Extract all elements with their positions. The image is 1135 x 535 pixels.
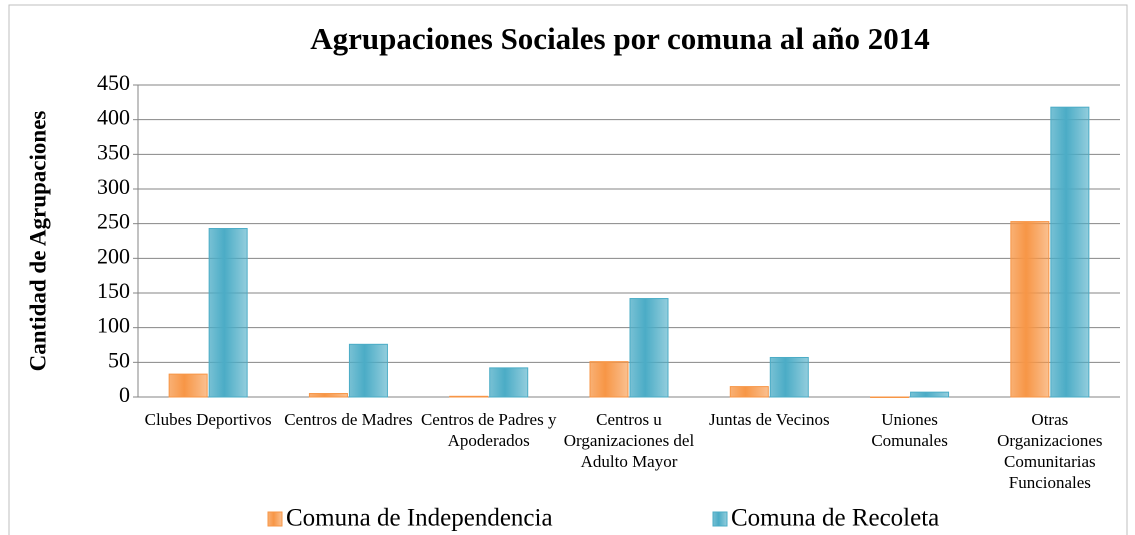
y-tick-label: 400 <box>97 105 130 130</box>
x-tick-label: Juntas de Vecinos <box>709 410 830 429</box>
frame <box>8 4 1128 535</box>
y-tick-label: 200 <box>97 243 130 268</box>
y-tick-label: 350 <box>97 139 130 164</box>
x-tick-label: Centros u Organizaciones del Adulto Mayo… <box>563 410 695 471</box>
bar <box>870 396 910 398</box>
y-tick-label: 150 <box>97 278 130 303</box>
bar <box>489 367 529 398</box>
y-axis-label: Cantidad de Agrupaciones <box>25 111 50 372</box>
x-tick-label: Otras Organizaciones Comunitarias Funcio… <box>997 410 1103 492</box>
bar <box>308 393 348 398</box>
bar <box>208 228 248 398</box>
x-tick-label: Uniones Comunales <box>871 410 948 450</box>
bar <box>1050 106 1090 398</box>
legend-label: Comuna de Independencia <box>286 505 553 532</box>
bar <box>589 361 629 398</box>
y-tick-label: 450 <box>97 70 130 95</box>
bar <box>910 391 950 398</box>
y-tick-label: 0 <box>119 382 130 407</box>
chart-title: Agrupaciones Sociales por comuna al año … <box>310 21 929 56</box>
bar <box>729 386 769 398</box>
bar <box>629 298 669 398</box>
x-tick-label: Centros de Padres y Apoderados <box>420 410 557 450</box>
y-tick-label: 250 <box>97 209 130 234</box>
legend-label: Comuna de Recoleta <box>731 505 939 532</box>
legend-swatch <box>267 511 283 527</box>
bar <box>1010 221 1050 398</box>
x-tick-label: Centros de Madres <box>284 410 413 429</box>
y-tick-label: 50 <box>108 347 130 372</box>
y-tick-label: 100 <box>97 313 130 338</box>
x-tick-label: Clubes Deportivos <box>144 410 272 429</box>
y-tick-label: 300 <box>97 174 130 199</box>
bar <box>348 343 388 398</box>
bar <box>449 395 489 398</box>
bar <box>168 373 208 398</box>
bar <box>769 356 809 398</box>
legend-swatch <box>712 511 728 527</box>
